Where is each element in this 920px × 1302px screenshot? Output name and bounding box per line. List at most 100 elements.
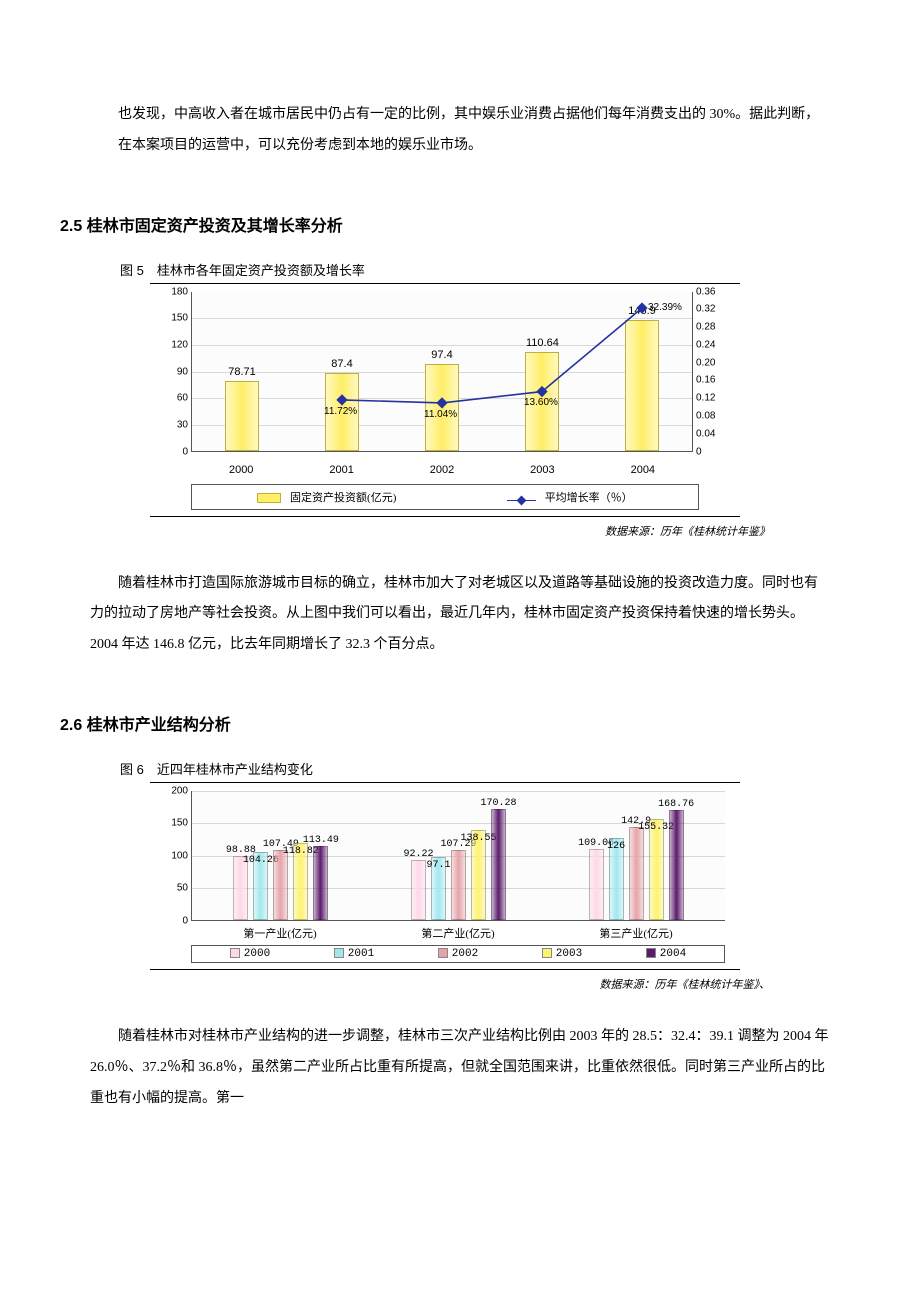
chart-2-legend-label: 2003	[556, 948, 582, 960]
chart-2-bar-label: 168.76	[658, 799, 694, 810]
chart-1-bar-label: 110.64	[526, 337, 558, 349]
section-2-5-paragraph: 随着桂林市打造国际旅游城市目标的确立，桂林市加大了对老城区以及道路等基础设施的投…	[90, 569, 830, 661]
chart-2-legend-item: 2004	[646, 948, 686, 960]
chart-2-x-tick: 第一产业(亿元)	[191, 925, 369, 941]
chart-2-bar-label: 170.28	[480, 798, 516, 809]
chart-1-title: 图 5 桂林市各年固定资产投资额及增长率	[120, 260, 830, 279]
legend-swatch-icon	[646, 948, 656, 958]
chart-1-x-tick: 2001	[291, 460, 391, 476]
chart-1-bar-label: 87.4	[326, 358, 358, 370]
chart-2-source: 数据来源：历年《桂林统计年鉴》、	[90, 976, 770, 992]
chart-1-legend-line: 平均增长率（％）	[507, 489, 633, 505]
chart-2-container: 050100150200 98.88104.26107.49118.82113.…	[165, 791, 725, 963]
chart-2-y-tick: 0	[182, 915, 188, 926]
bar-swatch-icon	[257, 493, 281, 503]
chart-2-bar	[313, 846, 328, 920]
y2-tick: 0.16	[696, 375, 715, 386]
chart-2-bar-label: 126	[607, 841, 625, 852]
chart-1-bar: 78.71	[225, 381, 259, 451]
chart-2-bar	[411, 860, 426, 920]
y1-tick: 120	[171, 339, 188, 350]
chart-1-line-label: 13.60%	[524, 397, 558, 408]
y2-tick: 0.20	[696, 357, 715, 368]
chart-1-plot-area: 0306090120150180 00.040.080.120.160.200.…	[191, 292, 693, 452]
chart-2-bar	[649, 819, 664, 920]
chart-2-legend-label: 2000	[244, 948, 270, 960]
chart-2-x-tick: 第二产业(亿元)	[369, 925, 547, 941]
chart-1-x-tick: 2004	[593, 460, 693, 476]
chart-1-x-tick: 2000	[191, 460, 291, 476]
legend-swatch-icon	[438, 948, 448, 958]
chart-2-y-tick: 50	[177, 883, 188, 894]
chart-1-source: 数据来源：历年《桂林统计年鉴》	[90, 523, 770, 539]
chart-2-title: 图 6 近四年桂林市产业结构变化	[120, 759, 830, 778]
y2-tick: 0.12	[696, 393, 715, 404]
chart-1-bar-label: 78.71	[226, 366, 258, 378]
chart-2-y-axis: 050100150200	[166, 791, 188, 951]
chart-2-bar-label: 97.1	[426, 860, 450, 871]
chart-2-y-tick: 100	[171, 850, 188, 861]
chart-1: 0 30 60 90 120 150 180 0 0.04 0.08 0.12 0.16 0.20 0.…	[150, 283, 740, 517]
y2-tick: 0.04	[696, 428, 715, 439]
chart-2-bar	[273, 850, 288, 920]
line-swatch-icon	[507, 497, 536, 504]
chart-2-bar-label: 98.88	[226, 845, 256, 856]
y2-tick: 0	[696, 446, 702, 457]
chart-1-y2-axis: 00.040.080.120.160.200.240.280.320.36	[696, 292, 724, 452]
chart-1-bar-label: 97.4	[426, 349, 458, 361]
chart-2-legend-label: 2001	[348, 948, 374, 960]
chart-1-bar: 97.4	[425, 364, 459, 451]
chart-1-x-axis: 20002001200220032004	[191, 452, 693, 476]
chart-2-plot-area: 050100150200 98.88104.26107.49118.82113.…	[191, 791, 725, 921]
chart-2-legend-label: 2004	[660, 948, 686, 960]
chart-2-legend-label: 2002	[452, 948, 478, 960]
y1-tick: 90	[177, 366, 188, 377]
section-2-6-heading: 2.6 桂林市产业结构分析	[60, 711, 830, 735]
y1-tick: 150	[171, 313, 188, 324]
chart-2-bar	[629, 827, 644, 920]
chart-2: 050100150200 98.88104.26107.49118.82113.…	[150, 782, 740, 970]
legend-swatch-icon	[542, 948, 552, 958]
chart-2-bar-label: 113.49	[303, 835, 339, 846]
chart-2-bar	[491, 809, 506, 920]
chart-2-bar-label: 92.22	[403, 849, 433, 860]
y1-tick: 180	[171, 286, 188, 297]
y2-tick: 0.36	[696, 286, 715, 297]
chart-2-bar	[451, 850, 466, 920]
chart-1-line-label: 11.72%	[324, 406, 357, 417]
section-2-5-heading: 2.5 桂林市固定资产投资及其增长率分析	[60, 212, 830, 236]
y2-tick: 0.28	[696, 322, 715, 333]
chart-2-legend-item: 2000	[230, 948, 270, 960]
legend-swatch-icon	[334, 948, 344, 958]
chart-2-x-tick: 第三产业(亿元)	[547, 925, 725, 941]
section-2-6-paragraph: 随着桂林市对桂林市产业结构的进一步调整，桂林市三次产业结构比例由 2003 年的…	[90, 1022, 830, 1114]
y2-tick: 0.24	[696, 339, 715, 350]
chart-1-line-label: 11.04%	[424, 409, 457, 420]
chart-2-legend-item: 2002	[438, 948, 478, 960]
intro-paragraph: 也发现，中高收入者在城市居民中仍占有一定的比例，其中娱乐业消费占据他们每年消费支…	[90, 100, 830, 162]
chart-1-legend-bar-label: 固定资产投资额(亿元)	[290, 492, 396, 504]
chart-1-line-label: 32.39%	[648, 302, 682, 313]
chart-1-legend: 固定资产投资额(亿元) 平均增长率（％）	[191, 484, 699, 510]
y1-tick: 30	[177, 419, 188, 430]
chart-1-legend-line-label: 平均增长率（％）	[545, 492, 633, 504]
chart-1-bar: 146.9	[625, 320, 659, 451]
chart-1-x-tick: 2002	[392, 460, 492, 476]
chart-2-legend: 2000 2001 2002 2003 2004	[191, 945, 725, 963]
chart-2-bar	[589, 849, 604, 920]
chart-2-y-tick: 150	[171, 818, 188, 829]
y2-tick: 0.32	[696, 304, 715, 315]
chart-2-y-tick: 200	[171, 785, 188, 796]
legend-swatch-icon	[230, 948, 240, 958]
chart-1-legend-bar: 固定资产投资额(亿元)	[257, 489, 396, 505]
chart-1-x-tick: 2003	[492, 460, 592, 476]
chart-1-y1-axis: 0306090120150180	[166, 292, 188, 452]
y2-tick: 0.08	[696, 411, 715, 422]
chart-1-combo: 0306090120150180 00.040.080.120.160.200.…	[165, 292, 725, 510]
chart-2-x-axis: 第一产业(亿元)第二产业(亿元)第三产业(亿元)	[191, 921, 725, 941]
chart-2-legend-item: 2001	[334, 948, 374, 960]
chart-2-bar	[669, 810, 684, 920]
y1-tick: 0	[182, 446, 188, 457]
y1-tick: 60	[177, 393, 188, 404]
chart-2-legend-item: 2003	[542, 948, 582, 960]
